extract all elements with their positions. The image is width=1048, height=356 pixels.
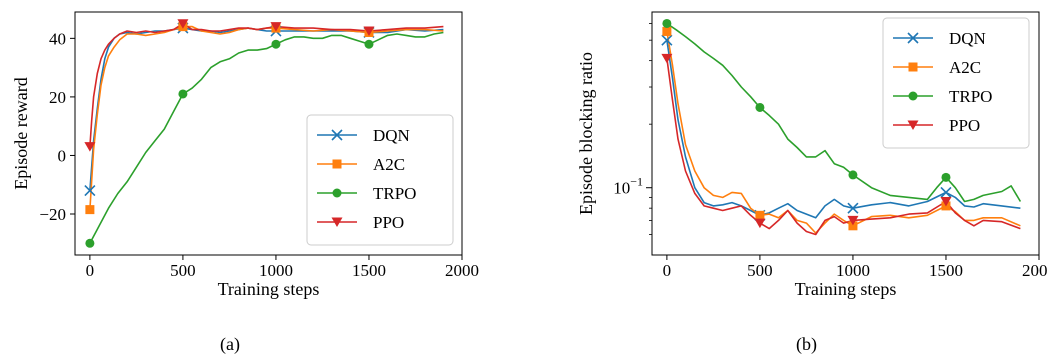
x-axis-label: Training steps	[218, 279, 320, 299]
axes-frame	[651, 11, 1040, 256]
caption-b: (b)	[796, 334, 817, 354]
y-axis-label: Episode reward	[11, 77, 31, 189]
y-tick-label: 40	[49, 29, 66, 48]
marker-ppo	[177, 19, 189, 29]
marker-a2c	[662, 26, 672, 36]
marker-dqn	[84, 185, 96, 197]
marker-trpo	[364, 39, 374, 49]
x-tick-label: 1000	[259, 261, 293, 280]
caption-a: (a)	[220, 334, 240, 354]
legend-label-a2c: A2C	[949, 58, 981, 77]
marker-ppo	[84, 142, 96, 152]
marker-dqn	[940, 186, 952, 198]
legend-marker-ppo	[907, 120, 919, 130]
x-tick-label: 1500	[352, 261, 386, 280]
x-tick-label: 1500	[929, 261, 963, 280]
x-tick-label: 0	[86, 261, 95, 280]
legend-marker-trpo	[332, 188, 342, 198]
y-tick-label: 20	[49, 88, 66, 107]
marker-trpo	[848, 170, 858, 180]
legend-box	[306, 114, 454, 246]
legend-label-dqn: DQN	[949, 29, 986, 48]
legend-marker-dqn	[907, 32, 919, 44]
legend-box	[882, 17, 1030, 149]
marker-dqn	[661, 34, 673, 46]
axes-frame	[74, 11, 463, 256]
x-tick-label: 1000	[836, 261, 870, 280]
legend-label-trpo: TRPO	[373, 184, 416, 203]
marker-a2c	[848, 221, 858, 231]
marker-ppo	[847, 215, 859, 226]
marker-ppo	[940, 197, 952, 207]
series-line-dqn	[666, 40, 1021, 219]
marker-a2c	[85, 205, 95, 215]
marker-ppo	[363, 26, 375, 37]
legend-label-trpo: TRPO	[949, 87, 992, 106]
chart-a: 0 500 1000 1500 2000 Training steps −20 0 20 40 Ep…	[11, 11, 479, 299]
x-tick-label: 500	[170, 261, 196, 280]
marker-ppo	[661, 53, 673, 64]
legend-marker-a2c	[908, 62, 918, 72]
marker-trpo	[271, 39, 281, 49]
marker-ppo	[754, 218, 766, 229]
x-tick-label: 500	[747, 261, 773, 280]
legend-marker-trpo	[908, 91, 918, 101]
legend-label-a2c: A2C	[373, 155, 405, 174]
y-tick-label: −20	[39, 205, 66, 224]
legend-label-dqn: DQN	[373, 126, 410, 145]
marker-trpo	[755, 102, 765, 112]
series-line-ppo	[89, 22, 444, 147]
legend-marker-a2c	[332, 159, 342, 169]
y-tick-label: 0	[58, 146, 67, 165]
series-line-trpo	[89, 31, 444, 244]
legend-label-ppo: PPO	[949, 116, 980, 135]
marker-trpo	[662, 18, 672, 28]
x-tick-label: 2000	[445, 261, 479, 280]
legend-marker-ppo	[331, 217, 343, 227]
legend-marker-dqn	[331, 129, 343, 141]
legend-label-ppo: PPO	[373, 213, 404, 232]
x-tick-label: 2000	[1022, 261, 1048, 280]
marker-a2c	[755, 210, 765, 220]
marker-ppo	[270, 22, 282, 32]
y-axis-label: Episode blocking ratio	[576, 52, 596, 215]
marker-dqn	[847, 202, 859, 214]
y-tick-label: 10−1	[613, 175, 643, 198]
marker-trpo	[178, 89, 188, 99]
chart-b: 0 500 1000 1500 2000 Training steps 10−1 Episod…	[576, 11, 1048, 299]
marker-trpo	[941, 172, 951, 182]
x-tick-label: 0	[663, 261, 672, 280]
series-line-ppo	[666, 58, 1021, 236]
x-axis-label: Training steps	[795, 279, 897, 299]
series-line-trpo	[666, 22, 1022, 203]
marker-trpo	[85, 238, 95, 248]
